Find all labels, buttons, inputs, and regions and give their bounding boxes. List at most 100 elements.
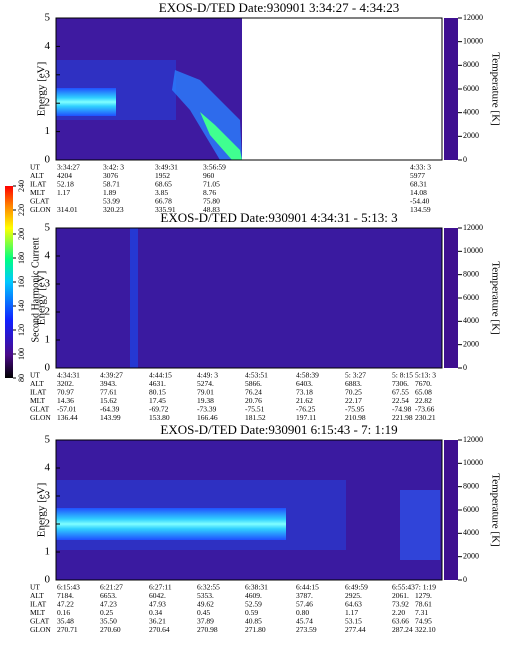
table-cell: 8.76 [203, 188, 216, 197]
table-cell: 21.62 [296, 396, 313, 405]
table-cell: -75.95 [345, 405, 365, 414]
table-cell: 14.36 [57, 396, 74, 405]
colorbar-tick-label: 240 [17, 180, 26, 192]
table-cell: 64.63 [345, 600, 362, 609]
table-row-label: GLAT [30, 197, 50, 206]
table-cell: 15.62 [100, 396, 117, 405]
table-cell: 3076 [103, 171, 118, 180]
table-cell: 2061. [392, 591, 409, 600]
table-cell: 6:32:55 [197, 583, 220, 592]
table-cell: 6:55:43 [392, 583, 415, 592]
table-cell: 153.80 [149, 413, 170, 422]
table-cell: -64.39 [100, 405, 120, 414]
table-row-label: GLON [30, 625, 51, 634]
table-cell: 7.31 [415, 608, 428, 617]
table-cell: 134.59 [410, 205, 431, 214]
spectrogram-image [5, 18, 458, 580]
table-cell: 1.17 [345, 608, 358, 617]
table-cell: 53.15 [345, 617, 362, 626]
table-cell: 3787. [296, 591, 313, 600]
table-row-label: ALT [30, 379, 44, 388]
y2-tick-label: 2000 [463, 339, 479, 348]
plot-frame [55, 439, 443, 581]
y-tick-label: 3 [45, 278, 51, 290]
table-cell: 5:13: 3 [415, 371, 436, 380]
table-cell: -73.66 [415, 405, 435, 414]
table-cell: 3:56:59 [203, 163, 226, 172]
table-cell: 320.23 [103, 205, 124, 214]
y-tick-label: 4 [45, 462, 51, 474]
y2-tick-label: 0 [463, 363, 467, 372]
table-cell: 6:21:27 [100, 583, 123, 592]
y-tick-label: 1 [45, 125, 51, 137]
table-cell: 40.85 [245, 617, 262, 626]
table-cell: 37.89 [197, 617, 214, 626]
y2-tick-label: 0 [463, 575, 467, 584]
table-cell: -74.98 [392, 405, 412, 414]
table-cell: 3202. [57, 379, 74, 388]
table-cell: 73.18 [296, 388, 313, 397]
table-row-label: MLT [30, 188, 46, 197]
colorbar-label: Second Harmonic Current [30, 237, 41, 342]
table-cell: 6:38:31 [245, 583, 268, 592]
table-cell: 3943. [100, 379, 117, 388]
y-tick-label: 4 [45, 250, 51, 262]
table-cell: 4:34:31 [57, 371, 80, 380]
table-cell: -57.01 [57, 405, 77, 414]
y2-tick-label: 2000 [463, 551, 479, 560]
table-cell: 7670. [415, 379, 432, 388]
y2-tick-label: 4000 [463, 316, 479, 325]
table-cell: -76.25 [296, 405, 316, 414]
table-cell: 0.25 [100, 608, 113, 617]
table-cell: 6403. [296, 379, 313, 388]
table-cell: 0.16 [57, 608, 70, 617]
y-tick-label: 2 [45, 306, 51, 318]
y2-tick-label: 6000 [463, 505, 479, 514]
table-cell: 6042. [149, 591, 166, 600]
y2-tick-label: 12000 [463, 435, 483, 444]
table-row-label: ILAT [30, 180, 47, 189]
y2-axis-label: Temperature [K] [489, 261, 501, 334]
table-row-label: UT [30, 163, 40, 172]
table-row-label: ALT [30, 171, 44, 180]
colorbar-tick-label: 220 [17, 204, 26, 216]
table-cell: 78.61 [415, 600, 432, 609]
table-cell: 4:49: 3 [197, 371, 218, 380]
table-cell: 49.62 [197, 600, 214, 609]
table-cell: 7184. [57, 591, 74, 600]
table-cell: 63.66 [392, 617, 409, 626]
table-cell: 52.18 [57, 180, 74, 189]
table-row-label: GLON [30, 205, 51, 214]
plot-frame [55, 17, 443, 161]
table-row-label: ALT [30, 591, 44, 600]
y-tick-label: 2 [45, 97, 51, 109]
y2-tick-label: 0 [463, 155, 467, 164]
table-cell: 65.08 [415, 388, 432, 397]
table-cell: 1952 [155, 171, 170, 180]
y2-tick-label: 10000 [463, 36, 483, 45]
table-cell: 273.59 [296, 625, 317, 634]
y-tick-label: 4 [45, 40, 51, 52]
table-cell: 36.21 [149, 617, 166, 626]
table-cell: 1.89 [103, 188, 116, 197]
table-cell: 5: 8:15 [392, 371, 413, 380]
y-axis-label: Energy [eV] [36, 271, 48, 325]
y-tick-label: 5 [45, 222, 51, 234]
table-row-label: UT [30, 583, 40, 592]
table-cell: 47.22 [57, 600, 74, 609]
y2-axis-label: Temperature [K] [489, 473, 501, 546]
y-tick-label: 5 [45, 434, 51, 446]
table-cell: 2925. [345, 591, 362, 600]
table-row-label: ILAT [30, 388, 47, 397]
plot-frame [55, 227, 443, 369]
table-cell: 3:42: 3 [103, 163, 124, 172]
table-cell: 3:49:31 [155, 163, 178, 172]
table-cell: 70.97 [57, 388, 74, 397]
table-cell: 181.52 [245, 413, 266, 422]
table-cell: 19.38 [197, 396, 214, 405]
table-cell: 5274. [197, 379, 214, 388]
y2-tick-label: 8000 [463, 269, 479, 278]
table-cell: -69.72 [149, 405, 169, 414]
y-tick-label: 0 [45, 154, 51, 166]
table-cell: 335.91 [155, 205, 176, 214]
